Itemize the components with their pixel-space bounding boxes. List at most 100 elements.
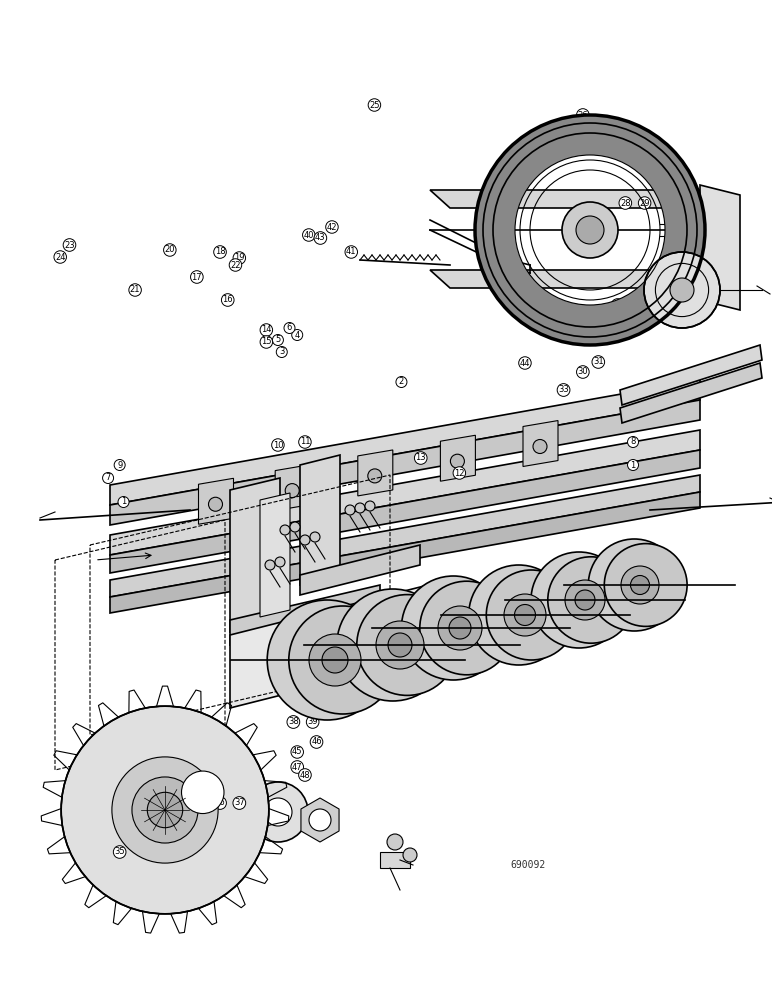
Polygon shape: [300, 545, 420, 595]
Text: 11: 11: [300, 438, 310, 446]
Circle shape: [401, 576, 506, 680]
Text: 2: 2: [399, 377, 404, 386]
Text: 38: 38: [288, 718, 299, 726]
Wedge shape: [475, 115, 705, 345]
Text: 30: 30: [577, 367, 588, 376]
Circle shape: [355, 503, 365, 513]
Circle shape: [264, 798, 292, 826]
Circle shape: [61, 706, 269, 914]
Text: 10: 10: [273, 440, 283, 450]
Circle shape: [469, 565, 569, 665]
Circle shape: [309, 634, 361, 686]
Circle shape: [562, 202, 618, 258]
Circle shape: [621, 566, 659, 604]
Circle shape: [322, 647, 348, 673]
Circle shape: [300, 535, 310, 545]
Text: 9: 9: [117, 460, 122, 470]
Text: 22: 22: [230, 260, 241, 269]
Text: 13: 13: [415, 454, 426, 462]
Circle shape: [631, 576, 649, 594]
Circle shape: [514, 604, 536, 626]
FancyBboxPatch shape: [380, 852, 410, 868]
Text: 21: 21: [130, 286, 141, 294]
Text: 5: 5: [276, 336, 280, 344]
Text: 36: 36: [215, 798, 225, 807]
Text: 27: 27: [589, 143, 600, 152]
Circle shape: [265, 560, 275, 570]
Text: 1: 1: [121, 497, 126, 506]
Text: 31: 31: [593, 358, 604, 366]
Text: 20: 20: [164, 245, 175, 254]
Text: 14: 14: [261, 326, 272, 334]
Polygon shape: [230, 582, 440, 708]
Polygon shape: [110, 475, 700, 597]
Circle shape: [289, 606, 397, 714]
Circle shape: [376, 621, 424, 669]
Circle shape: [450, 454, 465, 468]
Polygon shape: [110, 450, 700, 573]
Text: 16: 16: [222, 296, 233, 304]
Circle shape: [449, 617, 471, 639]
Text: 39: 39: [307, 718, 318, 726]
Text: 32: 32: [612, 300, 623, 310]
Circle shape: [403, 848, 417, 862]
Polygon shape: [430, 190, 720, 208]
Text: 29: 29: [639, 198, 650, 208]
Text: 48: 48: [300, 770, 310, 780]
Circle shape: [248, 782, 308, 842]
Circle shape: [588, 539, 680, 631]
Circle shape: [132, 777, 198, 843]
Polygon shape: [110, 430, 700, 555]
Text: 34: 34: [639, 310, 650, 320]
Text: 690092: 690092: [510, 860, 545, 870]
Circle shape: [670, 278, 694, 302]
Circle shape: [548, 557, 635, 643]
Text: 46: 46: [311, 738, 322, 746]
Text: 1: 1: [631, 460, 635, 470]
Circle shape: [112, 757, 218, 863]
Polygon shape: [300, 455, 340, 585]
Text: 44: 44: [520, 359, 530, 367]
Circle shape: [565, 580, 605, 620]
Circle shape: [345, 505, 355, 515]
Circle shape: [388, 633, 412, 657]
Text: 47: 47: [292, 762, 303, 772]
Circle shape: [504, 594, 546, 636]
Circle shape: [337, 589, 449, 701]
Text: 37: 37: [234, 798, 245, 807]
Circle shape: [575, 590, 595, 610]
Circle shape: [420, 581, 513, 675]
Text: 42: 42: [327, 223, 337, 232]
Text: 6: 6: [287, 324, 292, 332]
Circle shape: [310, 532, 320, 542]
Text: 17: 17: [191, 272, 202, 282]
Text: 40: 40: [303, 231, 314, 239]
Polygon shape: [230, 478, 280, 632]
Polygon shape: [357, 450, 393, 496]
Text: 43: 43: [315, 233, 326, 242]
Text: 4: 4: [295, 330, 300, 340]
Polygon shape: [275, 465, 310, 511]
Text: 15: 15: [261, 338, 272, 347]
Circle shape: [208, 497, 222, 511]
Polygon shape: [523, 421, 558, 466]
Circle shape: [644, 252, 720, 328]
Circle shape: [147, 792, 183, 828]
Polygon shape: [620, 345, 762, 405]
Circle shape: [367, 469, 382, 483]
Text: 19: 19: [234, 253, 245, 262]
Circle shape: [309, 809, 331, 831]
Polygon shape: [440, 435, 476, 481]
Circle shape: [365, 501, 375, 511]
Text: 8: 8: [631, 438, 635, 446]
Circle shape: [285, 484, 300, 498]
Polygon shape: [110, 400, 700, 525]
Text: 45: 45: [292, 748, 303, 756]
Polygon shape: [430, 270, 720, 288]
Polygon shape: [620, 363, 762, 423]
Text: 35: 35: [114, 848, 125, 856]
Circle shape: [576, 216, 604, 244]
Circle shape: [267, 600, 388, 720]
Circle shape: [275, 557, 285, 567]
Text: 41: 41: [346, 247, 357, 256]
